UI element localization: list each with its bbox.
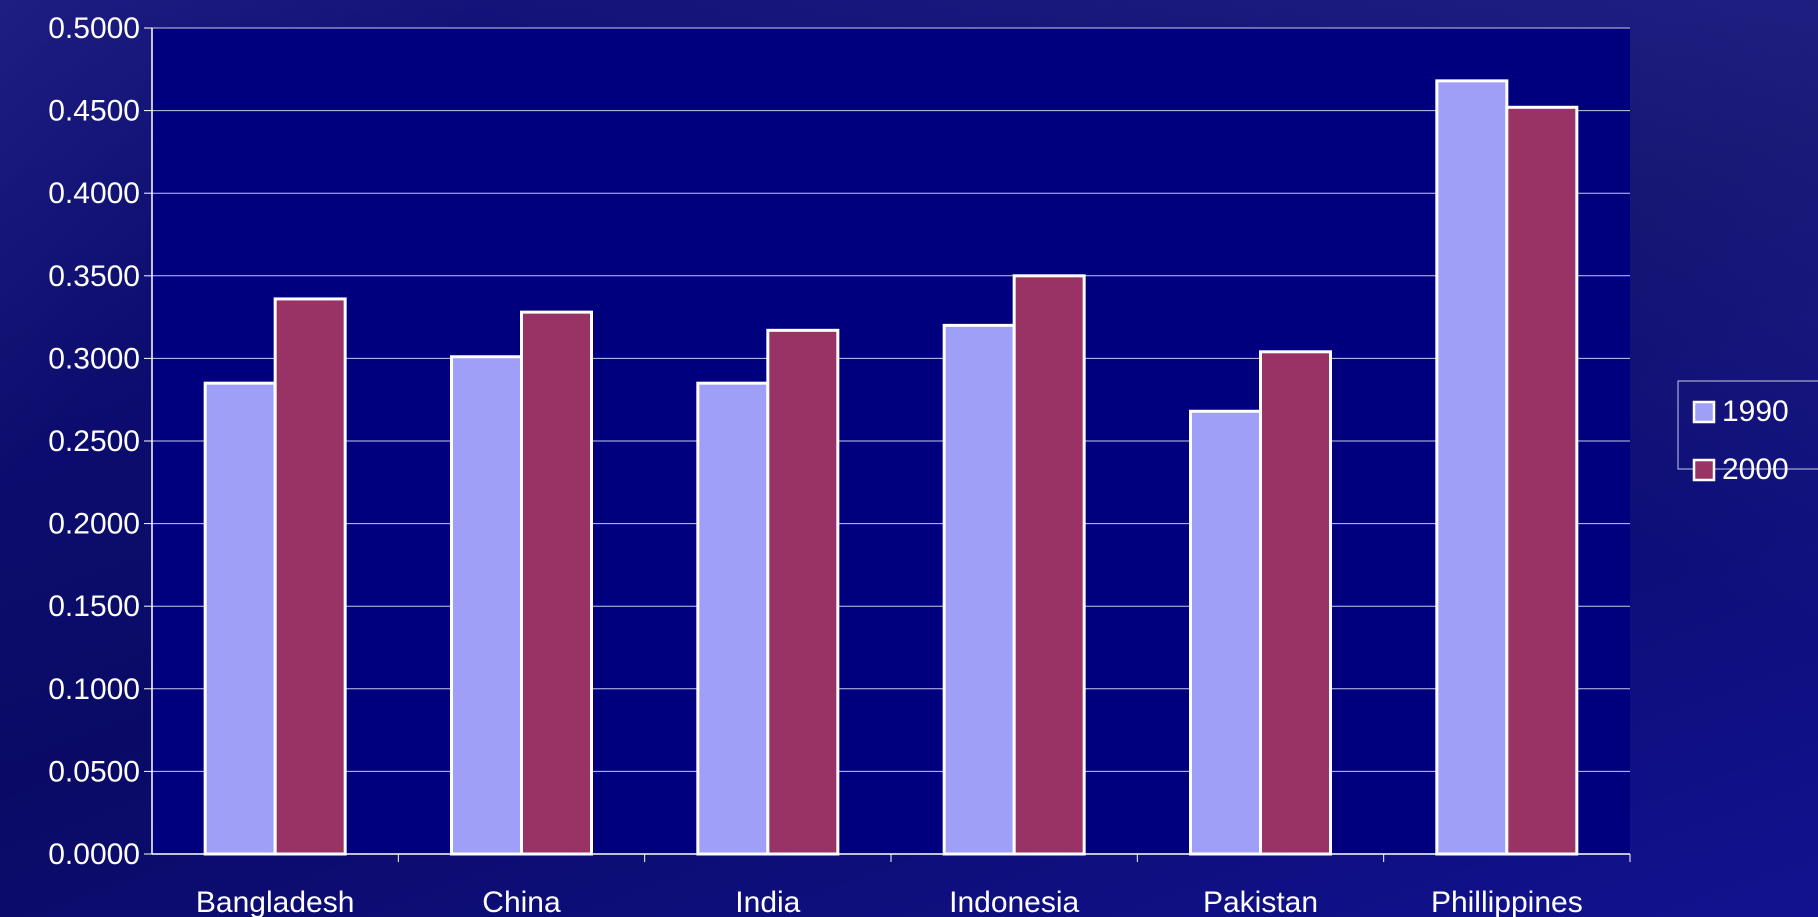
bar-2000-china xyxy=(520,310,593,856)
bar-1990-bangladesh xyxy=(203,381,277,856)
bar-2000-india xyxy=(766,328,840,856)
legend-label-1990: 1990 xyxy=(1722,395,1789,428)
y-tick-label: 0.3500 xyxy=(48,260,140,293)
legend-swatch-2000 xyxy=(1692,458,1716,482)
legend-label-2000: 2000 xyxy=(1722,453,1789,486)
y-tick-label: 0.0500 xyxy=(48,755,140,788)
legend-box xyxy=(1677,380,1818,470)
x-tick-label: Indonesia xyxy=(949,886,1079,917)
x-axis-tick-labels: Bangladesh China India Indonesia Pakistan Phi… xyxy=(196,886,1583,917)
x-tick-label: Pakistan xyxy=(1203,886,1318,917)
y-tick-label: 0.2500 xyxy=(48,425,140,458)
bar-2000-pakistan xyxy=(1259,350,1332,856)
bars xyxy=(203,79,1579,856)
bar-1990-pakistan xyxy=(1189,409,1262,856)
y-tick-label: 0.4500 xyxy=(48,95,140,128)
y-tick-label: 0.5000 xyxy=(48,12,140,45)
axes xyxy=(144,27,1631,862)
x-tick-label: Phillippines xyxy=(1431,886,1583,917)
bar-1990-china xyxy=(450,355,523,856)
y-tick-label: 0.0000 xyxy=(48,838,140,871)
x-tick-label: India xyxy=(735,886,800,917)
y-tick-label: 0.3000 xyxy=(48,342,140,375)
bar-2000-indonesia xyxy=(1012,274,1086,856)
bar-2000-phillippines xyxy=(1505,105,1579,856)
legend-swatch-1990 xyxy=(1692,400,1716,424)
bar-1990-india xyxy=(696,381,770,856)
bar-1990-indonesia xyxy=(942,323,1016,856)
y-tick-label: 0.4000 xyxy=(48,177,140,210)
bar-2000-bangladesh xyxy=(273,297,347,856)
legend: 1990 2000 xyxy=(1677,380,1818,486)
y-tick-label: 0.1000 xyxy=(48,673,140,706)
x-tick-label: China xyxy=(482,886,561,917)
bar-1990-phillippines xyxy=(1435,79,1509,856)
y-tick-label: 0.2000 xyxy=(48,508,140,541)
y-tick-label: 0.1500 xyxy=(48,590,140,623)
x-tick-label: Bangladesh xyxy=(196,886,354,917)
y-axis-tick-labels: 0.0000 0.0500 0.1000 0.1500 0.2000 0.2500 0.30… xyxy=(48,12,140,871)
gridlines xyxy=(152,27,1630,772)
